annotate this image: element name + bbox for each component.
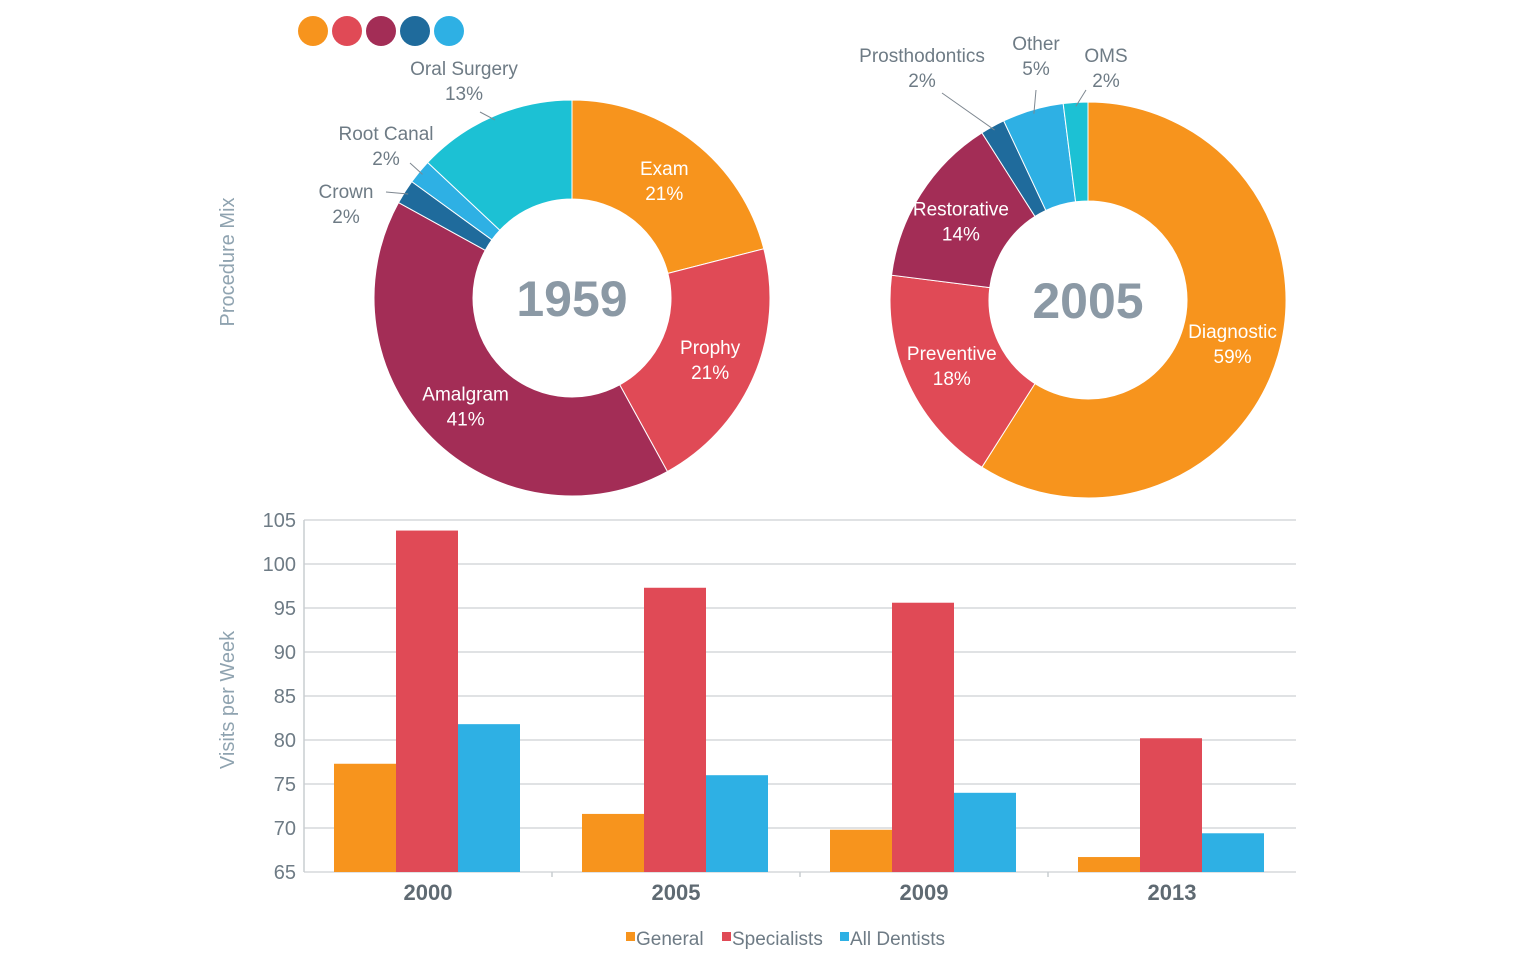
slice-preventive — [889, 274, 1036, 468]
slice-amalgram — [373, 201, 669, 497]
slice-value-prosthodontics: 2% — [908, 71, 936, 92]
maroon-dot — [366, 16, 396, 46]
y-tick-80: 80 — [274, 730, 296, 752]
slice-label-exam: Exam — [640, 159, 689, 180]
slice-label-root-canal: Root Canal — [338, 124, 433, 145]
leader-other — [1033, 89, 1037, 114]
slice-oms — [1062, 101, 1089, 203]
y-tick-70: 70 — [274, 818, 296, 840]
legend-swatch-all-dentists — [840, 932, 849, 941]
legend-swatch-specialists — [722, 932, 731, 941]
slice-value-preventive: 18% — [933, 369, 971, 390]
y-tick-105: 105 — [263, 510, 296, 532]
legend-label-all-dentists: All Dentists — [850, 929, 945, 950]
slice-value-prophy: 21% — [691, 363, 729, 384]
slice-value-oral-surgery: 13% — [445, 84, 483, 105]
bar-general-2013 — [1078, 857, 1140, 872]
bar-all-dentists-2000 — [458, 724, 520, 872]
slice-value-restorative: 14% — [942, 224, 980, 245]
slice-label-restorative: Restorative — [913, 199, 1009, 220]
slice-label-oral-surgery: Oral Surgery — [410, 59, 518, 80]
slice-label-amalgram: Amalgram — [422, 384, 509, 405]
red-dot — [332, 16, 362, 46]
slice-oral-surgery — [426, 99, 573, 231]
bar-all-dentists-2009 — [954, 792, 1016, 872]
slice-exam — [571, 99, 765, 274]
y-tick-100: 100 — [263, 554, 296, 576]
y-tick-95: 95 — [274, 598, 296, 620]
slice-label-diagnostic: Diagnostic — [1188, 322, 1277, 343]
leader-root-canal — [409, 162, 423, 175]
y-tick-90: 90 — [274, 642, 296, 664]
slice-value-crown: 2% — [332, 207, 360, 228]
x-tick-2013: 2013 — [1148, 880, 1197, 905]
y-tick-75: 75 — [274, 774, 296, 796]
leader-oral-surgery — [479, 111, 496, 121]
donut-1959: Exam 21% Prophy 21% Amalgram 41% Crown 2% Root C… — [319, 59, 771, 497]
x-tick-2005: 2005 — [652, 880, 701, 905]
bar-general-2000 — [334, 763, 396, 872]
slice-value-diagnostic: 59% — [1214, 347, 1252, 368]
donut-center-label: 2005 — [1032, 273, 1143, 329]
bar-specialists-2013 — [1140, 738, 1202, 872]
legend: General Specialists All Dentists — [626, 929, 945, 950]
bar-specialists-2005 — [644, 587, 706, 872]
bar-general-2009 — [830, 829, 892, 872]
legend-swatch-general — [626, 932, 635, 941]
legend-label-general: General — [636, 929, 704, 950]
orange-dot — [298, 16, 328, 46]
slice-label-other: Other — [1012, 34, 1060, 55]
slice-value-exam: 21% — [645, 184, 683, 205]
side-label-procedure-mix: Procedure Mix — [217, 198, 239, 327]
bar-general-2005 — [582, 813, 644, 872]
slice-diagnostic — [981, 101, 1287, 499]
bar-chart: 65 70 75 80 85 90 95 100 105 Visits per Week 2000 2… — [217, 510, 1296, 905]
slice-label-oms: OMS — [1084, 46, 1127, 67]
bar-specialists-2009 — [892, 602, 954, 872]
x-tick-2000: 2000 — [404, 880, 453, 905]
slice-value-other: 5% — [1022, 59, 1050, 80]
slice-value-oms: 2% — [1092, 71, 1120, 92]
slice-value-amalgram: 41% — [447, 409, 485, 430]
x-tick-2009: 2009 — [900, 880, 949, 905]
navy-dot — [400, 16, 430, 46]
donut-center-label: 1959 — [516, 271, 627, 327]
slice-label-crown: Crown — [319, 182, 374, 203]
leader-crown — [385, 191, 409, 195]
donut-2005: Diagnostic 59% Preventive 18% Restorative 14%… — [859, 34, 1287, 499]
slice-label-prosthodontics: Prosthodontics — [859, 46, 985, 67]
y-tick-65: 65 — [274, 862, 296, 884]
sky-dot — [434, 16, 464, 46]
bar-all-dentists-2013 — [1202, 833, 1264, 872]
bar-specialists-2000 — [396, 530, 458, 872]
y-tick-85: 85 — [274, 686, 296, 708]
leader-prosthodontics — [941, 92, 995, 131]
slice-label-prophy: Prophy — [680, 338, 741, 359]
bar-all-dentists-2005 — [706, 775, 768, 872]
slice-prophy — [619, 248, 771, 473]
slice-value-root-canal: 2% — [372, 149, 400, 170]
legend-label-specialists: Specialists — [732, 929, 823, 950]
slice-label-preventive: Preventive — [907, 344, 997, 365]
leader-oms — [1075, 89, 1087, 107]
y-axis-label: Visits per Week — [217, 630, 239, 769]
